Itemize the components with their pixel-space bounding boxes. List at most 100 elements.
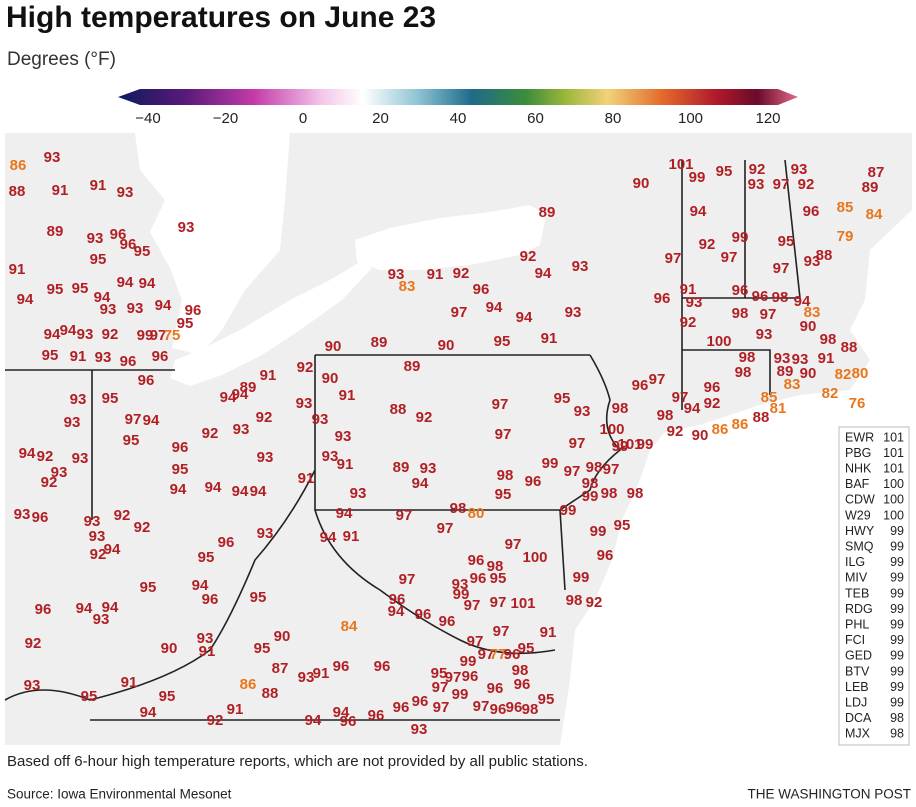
credit: THE WASHINGTON POST xyxy=(747,787,911,802)
station-code: NHK xyxy=(845,461,872,475)
station-temp: 91 xyxy=(313,665,330,682)
station-temp: 92 xyxy=(37,448,54,465)
station-code: TEB xyxy=(845,586,869,600)
station-value: 99 xyxy=(890,524,904,538)
station-temp: 96 xyxy=(138,372,155,389)
station-value: 100 xyxy=(883,477,904,491)
station-temp: 94 xyxy=(684,400,701,417)
station-value: 100 xyxy=(883,508,904,522)
station-temp: 94 xyxy=(17,291,34,308)
station-temp: 96 xyxy=(473,281,490,298)
station-temp: 88 xyxy=(262,685,279,702)
lake-erie xyxy=(170,262,372,386)
station-temp: 90 xyxy=(322,370,339,387)
station-temp: 97 xyxy=(649,371,666,388)
station-code: W29 xyxy=(845,508,871,522)
station-value: 99 xyxy=(890,695,904,709)
station-temp: 94 xyxy=(94,289,111,306)
station-temp: 95 xyxy=(90,251,107,268)
station-temp: 93 xyxy=(64,414,81,431)
station-temp: 86 xyxy=(732,416,749,433)
station-temp: 93 xyxy=(127,300,144,317)
station-temp: 83 xyxy=(784,376,801,393)
station-code: LEB xyxy=(845,680,869,694)
station-temp: 93 xyxy=(804,253,821,270)
station-temp: 97 xyxy=(665,250,682,267)
station-temp: 95 xyxy=(42,347,59,364)
station-value: 99 xyxy=(890,586,904,600)
station-temp: 93 xyxy=(70,391,87,408)
note: Based off 6-hour high temperature report… xyxy=(7,753,588,770)
station-temp: 82 xyxy=(822,385,839,402)
station-temp: 95 xyxy=(254,640,271,657)
station-temp: 97 xyxy=(495,426,512,443)
station-temp: 92 xyxy=(416,409,433,426)
station-temp: 98 xyxy=(497,467,514,484)
station-temp: 92 xyxy=(520,248,537,265)
station-temp: 94 xyxy=(102,599,119,616)
station-temp: 93 xyxy=(572,258,589,275)
source: Source: Iowa Environmental Mesonet xyxy=(7,787,232,802)
station-temp: 86 xyxy=(240,676,257,693)
station-temp: 94 xyxy=(76,600,93,617)
station-temp: 93 xyxy=(77,326,94,343)
station-temp: 87 xyxy=(272,660,289,677)
station-temp: 93 xyxy=(565,304,582,321)
station-temp: 93 xyxy=(574,403,591,420)
station-temp: 93 xyxy=(117,184,134,201)
station-value: 99 xyxy=(890,571,904,585)
station-temp: 94 xyxy=(104,541,121,558)
station-temp: 91 xyxy=(680,281,697,298)
station-temp: 94 xyxy=(486,299,503,316)
station-temp: 99 xyxy=(137,327,154,344)
station-temp: 97 xyxy=(150,327,167,344)
station-temp: 96 xyxy=(368,707,385,724)
station-temp: 92 xyxy=(202,425,219,442)
station-temp: 92 xyxy=(680,314,697,331)
station-temp: 88 xyxy=(753,409,770,426)
station-temp: 93 xyxy=(388,266,405,283)
station-temp: 85 xyxy=(837,199,854,216)
station-temp: 97 xyxy=(432,679,449,696)
station-temp: 96 xyxy=(415,606,432,623)
station-temp: 101 xyxy=(510,595,535,612)
station-temp: 94 xyxy=(535,265,552,282)
station-temp: 93 xyxy=(411,721,428,738)
station-temp: 96 xyxy=(470,570,487,587)
station-code: CDW xyxy=(845,493,875,507)
station-temp: 80 xyxy=(852,365,869,382)
station-temp: 93 xyxy=(322,448,339,465)
station-temp: 75 xyxy=(164,327,181,344)
station-temp: 94 xyxy=(320,529,337,546)
station-temp: 96 xyxy=(202,591,219,608)
station-temp: 96 xyxy=(340,713,357,730)
station-temp: 97 xyxy=(464,597,481,614)
station-temp: 94 xyxy=(139,275,156,292)
station-value: 101 xyxy=(883,446,904,460)
station-temp: 97 xyxy=(493,623,510,640)
station-temp: 96 xyxy=(389,591,406,608)
station-temp: 95 xyxy=(431,665,448,682)
station-temp: 95 xyxy=(495,486,512,503)
station-temp: 89 xyxy=(371,334,388,351)
station-temp: 84 xyxy=(866,206,883,223)
station-temp: 94 xyxy=(170,481,187,498)
station-temp: 95 xyxy=(250,589,267,606)
station-table xyxy=(838,426,910,746)
station-value: 99 xyxy=(890,633,904,647)
station-temp: 92 xyxy=(297,359,314,376)
station-temp: 98 xyxy=(772,289,789,306)
station-temp: 97 xyxy=(564,463,581,480)
station-temp: 94 xyxy=(690,203,707,220)
station-value: 99 xyxy=(890,680,904,694)
station-temp: 92 xyxy=(114,507,131,524)
station-temp: 95 xyxy=(538,691,555,708)
station-temp: 91 xyxy=(90,177,107,194)
station-temp: 100 xyxy=(599,421,624,438)
station-value: 99 xyxy=(890,617,904,631)
station-temp: 97 xyxy=(721,249,738,266)
station-temp: 99 xyxy=(542,455,559,472)
station-temp: 92 xyxy=(25,635,42,652)
station-temp: 96 xyxy=(393,699,410,716)
